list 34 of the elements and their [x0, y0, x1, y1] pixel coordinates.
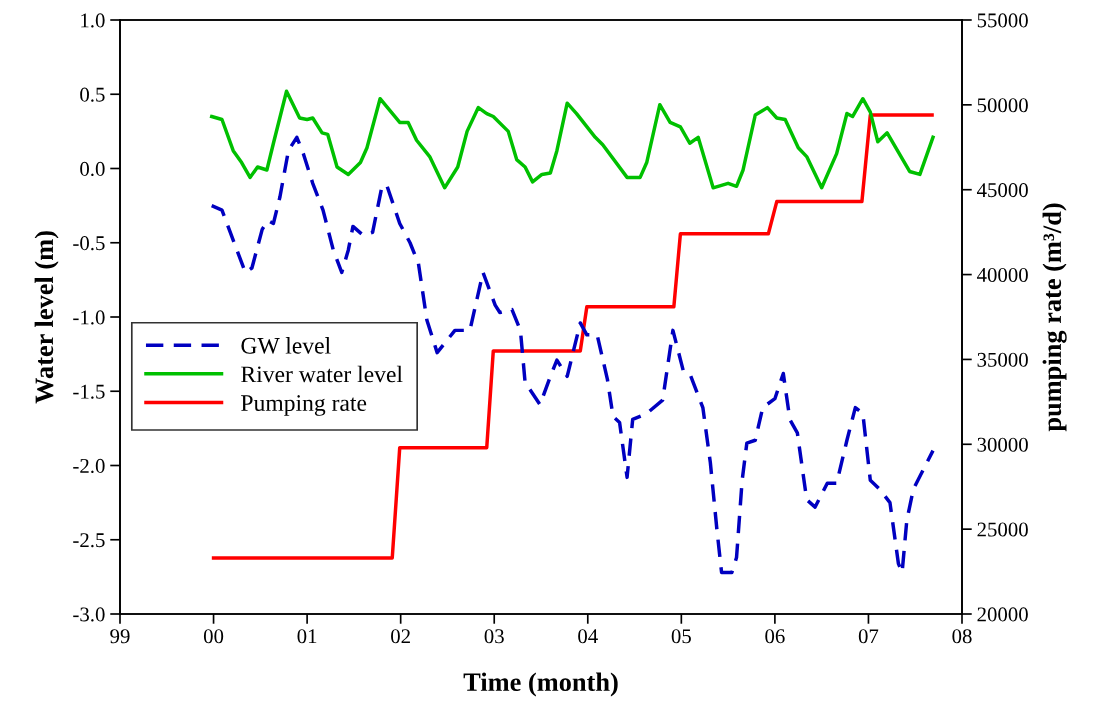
- y-tick-label: -1.0: [73, 310, 105, 325]
- x-tick-label: 00: [203, 629, 224, 644]
- y2-tick-label: 30000: [977, 437, 1028, 452]
- y-tick-label: -1.5: [73, 384, 105, 399]
- y2-tick-label: 40000: [976, 267, 1028, 282]
- x-tick-label: 05: [671, 629, 691, 644]
- line-series: [209, 89, 935, 190]
- y-tick-label: 1.0: [81, 13, 105, 28]
- y-tick-label: -3.0: [73, 607, 105, 622]
- x-axis-title: Time (month): [463, 672, 618, 697]
- x-tick-label: 06: [765, 629, 785, 644]
- y-axis-title: Water level (m): [34, 231, 59, 404]
- y2-axis-title: pumping rate (m³/d): [1042, 203, 1067, 432]
- x-tick-label: 07: [858, 629, 879, 644]
- x-tick-label: 01: [297, 629, 317, 644]
- y-tick-label: 0.0: [80, 161, 105, 177]
- legend-label: River water level: [241, 365, 403, 383]
- y-tick-label: -0.5: [73, 236, 105, 251]
- x-tick-label: 03: [484, 629, 504, 644]
- legend-label: Pumping rate: [241, 395, 367, 416]
- y2-tick-label: 20000: [977, 607, 1028, 622]
- y-tick-label: -2.5: [73, 533, 105, 548]
- y2-tick-label: 50000: [977, 98, 1028, 113]
- y2-tick-label: 45000: [976, 183, 1028, 198]
- x-tick-label: 08: [952, 629, 972, 644]
- legend-label: GW level: [241, 337, 331, 354]
- x-tick-label: 99: [110, 629, 130, 644]
- y2-tick-label: 35000: [977, 352, 1028, 367]
- y-tick-label: -2.0: [73, 458, 105, 474]
- y-tick-label: 0.5: [80, 87, 105, 102]
- x-tick-label: 02: [391, 629, 410, 644]
- y2-tick-label: 25000: [977, 522, 1028, 537]
- y2-tick-label: 55000: [977, 13, 1028, 28]
- x-tick-label: 04: [578, 629, 598, 644]
